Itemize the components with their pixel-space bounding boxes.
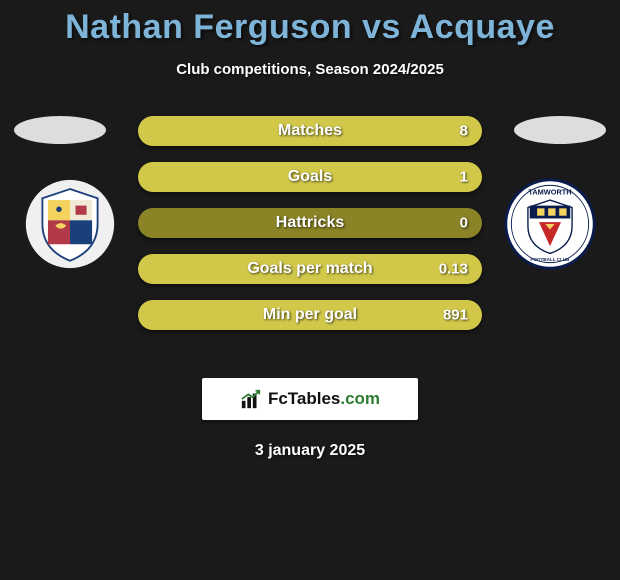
stat-bar: Hattricks 0 (138, 208, 482, 238)
tamworth-crest-icon: TAMWORTH FOOTBALL CLUB (504, 178, 596, 270)
tamworth-sub: FOOTBALL CLUB (531, 257, 571, 262)
player-slot-right (514, 116, 606, 144)
stat-label: Goals per match (247, 260, 372, 278)
page-title: Nathan Ferguson vs Acquaye (0, 0, 620, 47)
stat-bar: Min per goal 891 (138, 300, 482, 330)
wealdstone-crest-icon (24, 178, 116, 270)
stat-label: Hattricks (276, 214, 344, 232)
stat-value: 891 (443, 307, 468, 324)
comparison-stage: TAMWORTH FOOTBALL CLUB Matches 8 Goals 1 Hat… (0, 116, 620, 356)
brand-text: FcTables.com (268, 389, 380, 409)
bar-chart-icon (240, 388, 262, 410)
stat-value: 0.13 (439, 261, 468, 278)
fctables-brand[interactable]: FcTables.com (202, 378, 418, 420)
stat-label: Min per goal (263, 306, 357, 324)
player-slot-left (14, 116, 106, 144)
stat-bar: Goals per match 0.13 (138, 254, 482, 284)
stat-bars: Matches 8 Goals 1 Hattricks 0 Goals per match 0… (138, 116, 482, 346)
stat-bar: Goals 1 (138, 162, 482, 192)
stat-value: 0 (460, 215, 468, 232)
stat-label: Goals (288, 168, 332, 186)
stat-value: 8 (460, 123, 468, 140)
date-label: 3 january 2025 (0, 442, 620, 460)
stat-label: Matches (278, 122, 342, 140)
tamworth-label: TAMWORTH (528, 188, 571, 197)
stat-value: 1 (460, 169, 468, 186)
stat-bar: Matches 8 (138, 116, 482, 146)
subtitle: Club competitions, Season 2024/2025 (0, 61, 620, 78)
